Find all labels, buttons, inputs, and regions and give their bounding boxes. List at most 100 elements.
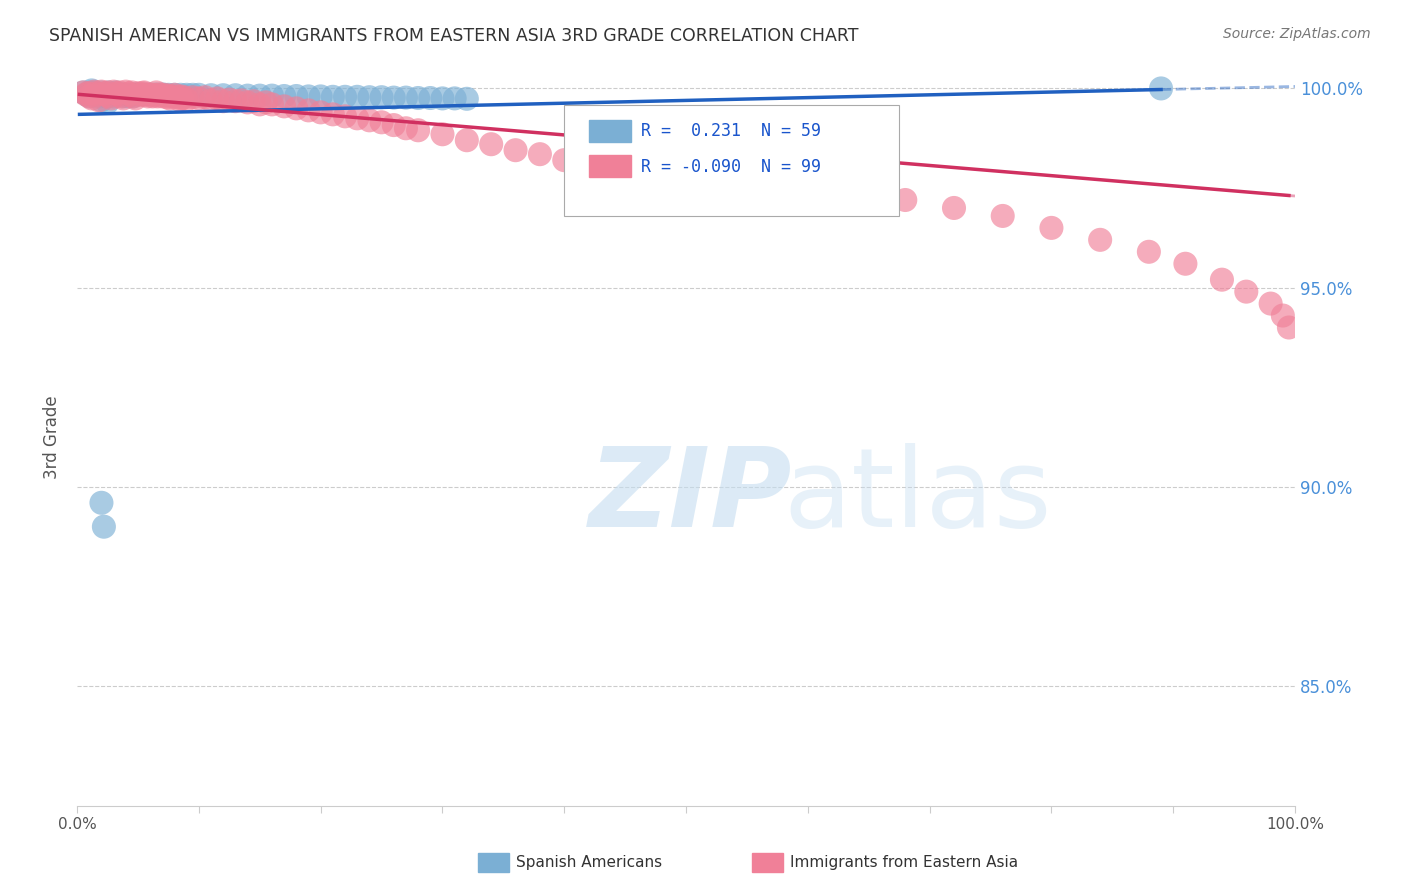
Point [505,143,527,157]
Point [169,93,191,107]
Point [260,88,283,103]
Point [187,91,209,105]
FancyBboxPatch shape [564,105,900,216]
Point [117,89,139,103]
Point [93,87,115,101]
Point [96,86,118,100]
Y-axis label: 3rd Grade: 3rd Grade [44,395,60,479]
Point [114,87,136,102]
Text: Source: ZipAtlas.com: Source: ZipAtlas.com [1223,27,1371,41]
Point [112,89,135,103]
Point [96,95,118,110]
Point [169,87,191,102]
Point [77,86,100,100]
Point [675,177,697,191]
Point [84,87,107,101]
Point [105,87,128,101]
Point [166,90,188,104]
Point [80,91,103,105]
Point [181,87,204,102]
Point [145,87,167,102]
Text: SPANISH AMERICAN VS IMMIGRANTS FROM EASTERN ASIA 3RD GRADE CORRELATION CHART: SPANISH AMERICAN VS IMMIGRANTS FROM EAST… [49,27,859,45]
Point [75,87,97,102]
Point [117,87,139,101]
Point [170,91,193,105]
Point [1150,81,1173,95]
Point [107,87,129,102]
Text: Spanish Americans: Spanish Americans [516,855,662,870]
Point [260,97,283,112]
Point [1260,296,1282,310]
Point [96,87,118,102]
Point [100,91,122,105]
Point [103,85,125,99]
Point [136,89,159,103]
Point [359,90,381,104]
Point [297,89,319,103]
Point [163,87,186,102]
Point [96,89,118,103]
Point [346,90,368,104]
Point [432,128,454,142]
Point [285,101,308,115]
Bar [589,120,631,142]
Point [107,87,129,102]
Point [139,87,162,102]
Point [1174,257,1197,271]
Point [129,87,152,102]
Point [90,85,112,99]
Point [212,88,235,103]
Point [93,519,115,533]
Point [333,109,356,123]
Point [149,87,172,102]
Point [110,89,132,103]
Point [132,87,155,102]
Point [142,89,165,103]
Point [1137,244,1160,259]
Point [72,86,94,100]
Point [150,89,173,103]
Point [103,89,125,103]
Point [114,85,136,99]
Point [200,94,222,108]
Point [90,86,112,100]
Point [456,133,478,147]
Point [157,88,180,103]
Point [894,193,917,207]
Point [93,87,115,102]
Point [553,153,575,168]
Point [395,121,418,136]
Point [105,86,128,100]
Text: R = -0.090  N = 99: R = -0.090 N = 99 [641,158,821,176]
Point [120,87,142,102]
Point [97,86,120,100]
Point [406,91,429,105]
Point [1234,285,1257,299]
Point [134,87,156,102]
Text: R =  0.231  N = 59: R = 0.231 N = 59 [641,122,821,140]
Point [309,105,332,120]
Point [83,86,105,100]
Point [297,103,319,118]
Point [86,87,108,102]
Point [249,88,271,103]
Point [1211,273,1233,287]
Point [456,92,478,106]
Point [370,115,392,129]
Bar [752,853,783,872]
Point [143,87,166,102]
Point [285,89,308,103]
Point [359,113,381,128]
Point [382,90,405,104]
Point [1040,220,1063,235]
Point [160,89,183,103]
Point [322,107,344,121]
Point [212,94,235,108]
Point [370,90,392,104]
Bar [478,853,509,872]
Point [432,91,454,105]
Point [87,94,110,108]
Point [1278,320,1301,334]
Point [132,86,155,100]
Bar [589,154,631,177]
